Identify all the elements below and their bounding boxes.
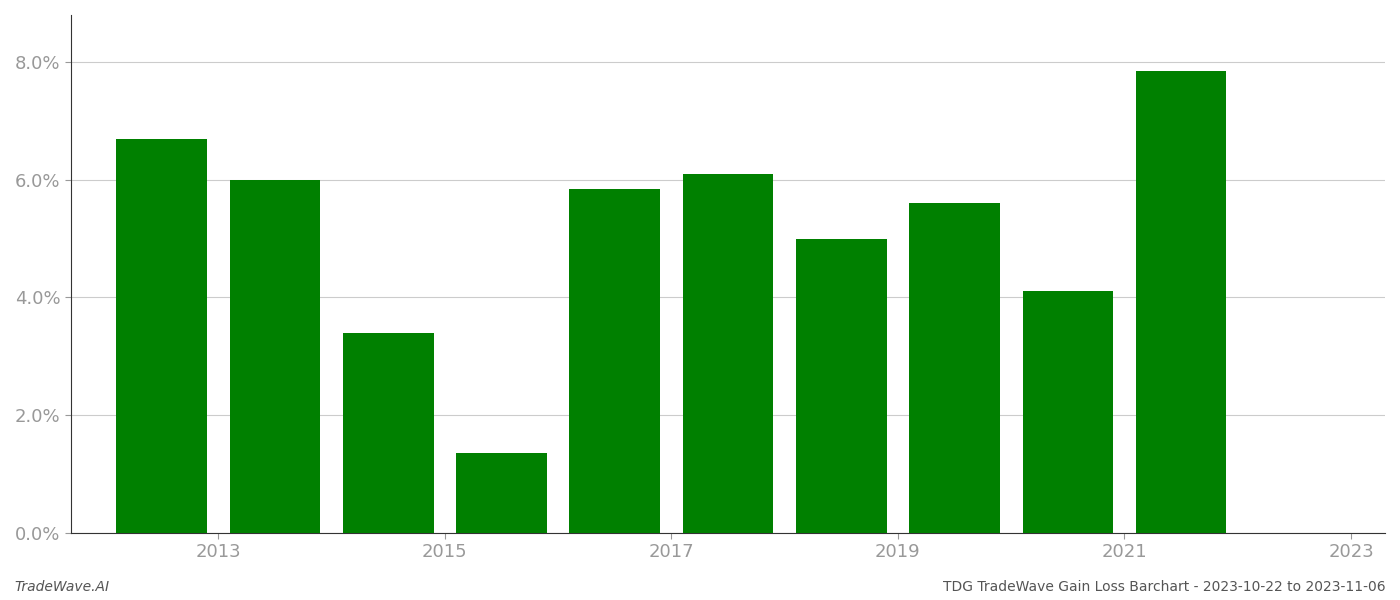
- Text: TradeWave.AI: TradeWave.AI: [14, 580, 109, 594]
- Bar: [343, 332, 434, 533]
- Bar: [456, 453, 547, 533]
- Bar: [570, 188, 659, 533]
- Bar: [1022, 292, 1113, 533]
- Bar: [683, 174, 773, 533]
- Bar: [230, 179, 321, 533]
- Text: TDG TradeWave Gain Loss Barchart - 2023-10-22 to 2023-11-06: TDG TradeWave Gain Loss Barchart - 2023-…: [944, 580, 1386, 594]
- Bar: [909, 203, 1000, 533]
- Bar: [797, 239, 886, 533]
- Bar: [1135, 71, 1226, 533]
- Bar: [116, 139, 207, 533]
